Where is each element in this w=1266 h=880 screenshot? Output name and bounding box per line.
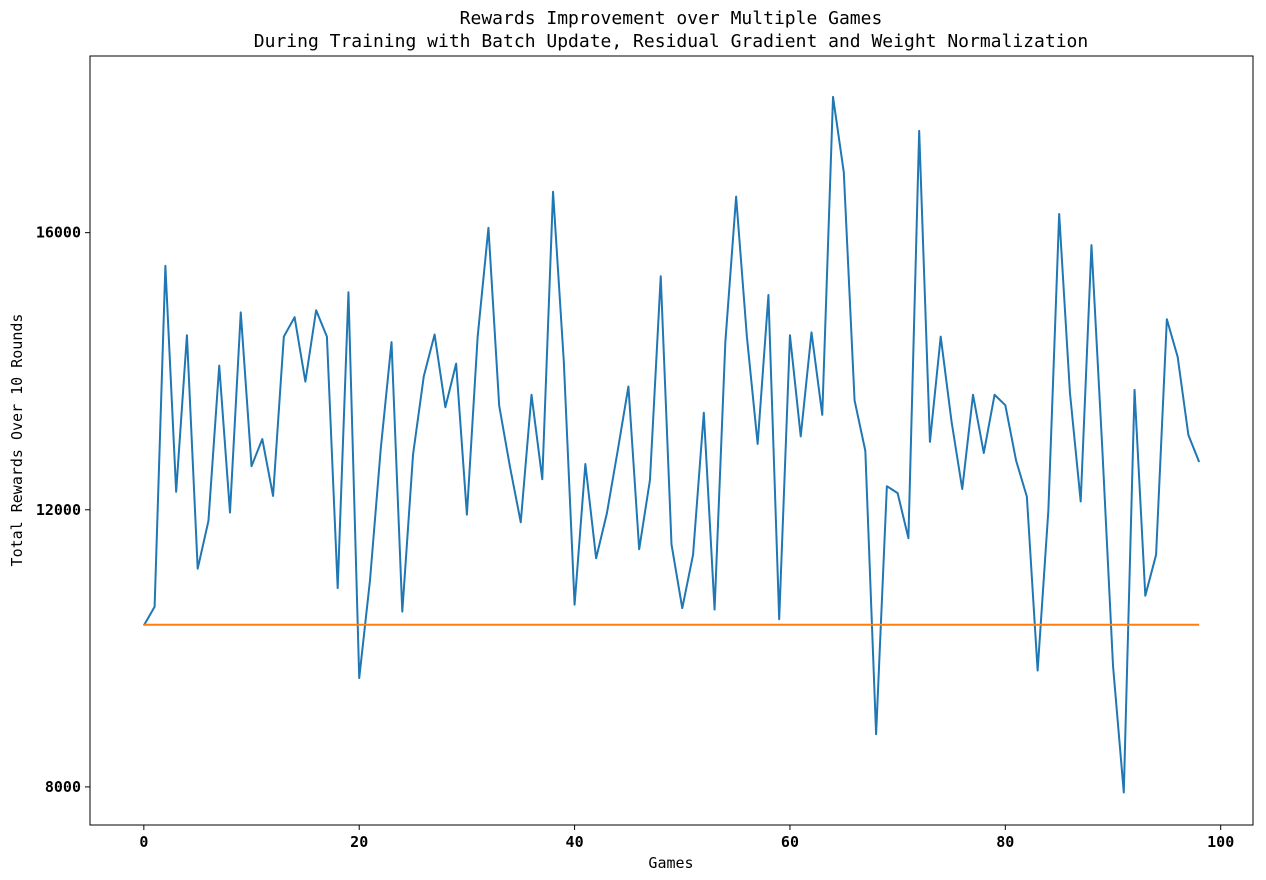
y-tick-label: 16000 [36, 224, 81, 242]
x-axis-ticks: 0 20 40 60 80 100 [139, 825, 1234, 851]
chart-title: Rewards Improvement over Multiple Games [460, 8, 883, 29]
y-tick-label: 12000 [36, 501, 81, 519]
x-tick-label: 80 [996, 833, 1014, 851]
y-axis-ticks: 8000 12000 16000 [36, 224, 90, 796]
series-layer [142, 95, 1201, 794]
chart-subtitle: During Training with Batch Update, Resid… [254, 31, 1088, 52]
plot-area [89, 55, 1254, 826]
x-tick-label: 100 [1207, 833, 1234, 851]
x-axis-label: Games [648, 854, 693, 872]
x-tick-label: 0 [139, 833, 148, 851]
x-tick-label: 20 [350, 833, 368, 851]
series-line-1 [142, 95, 1201, 794]
x-tick-label: 40 [566, 833, 584, 851]
x-tick-label: 60 [781, 833, 799, 851]
y-tick-label: 8000 [45, 778, 81, 796]
y-axis-label: Total Rewards Over 10 Rounds [8, 314, 26, 567]
